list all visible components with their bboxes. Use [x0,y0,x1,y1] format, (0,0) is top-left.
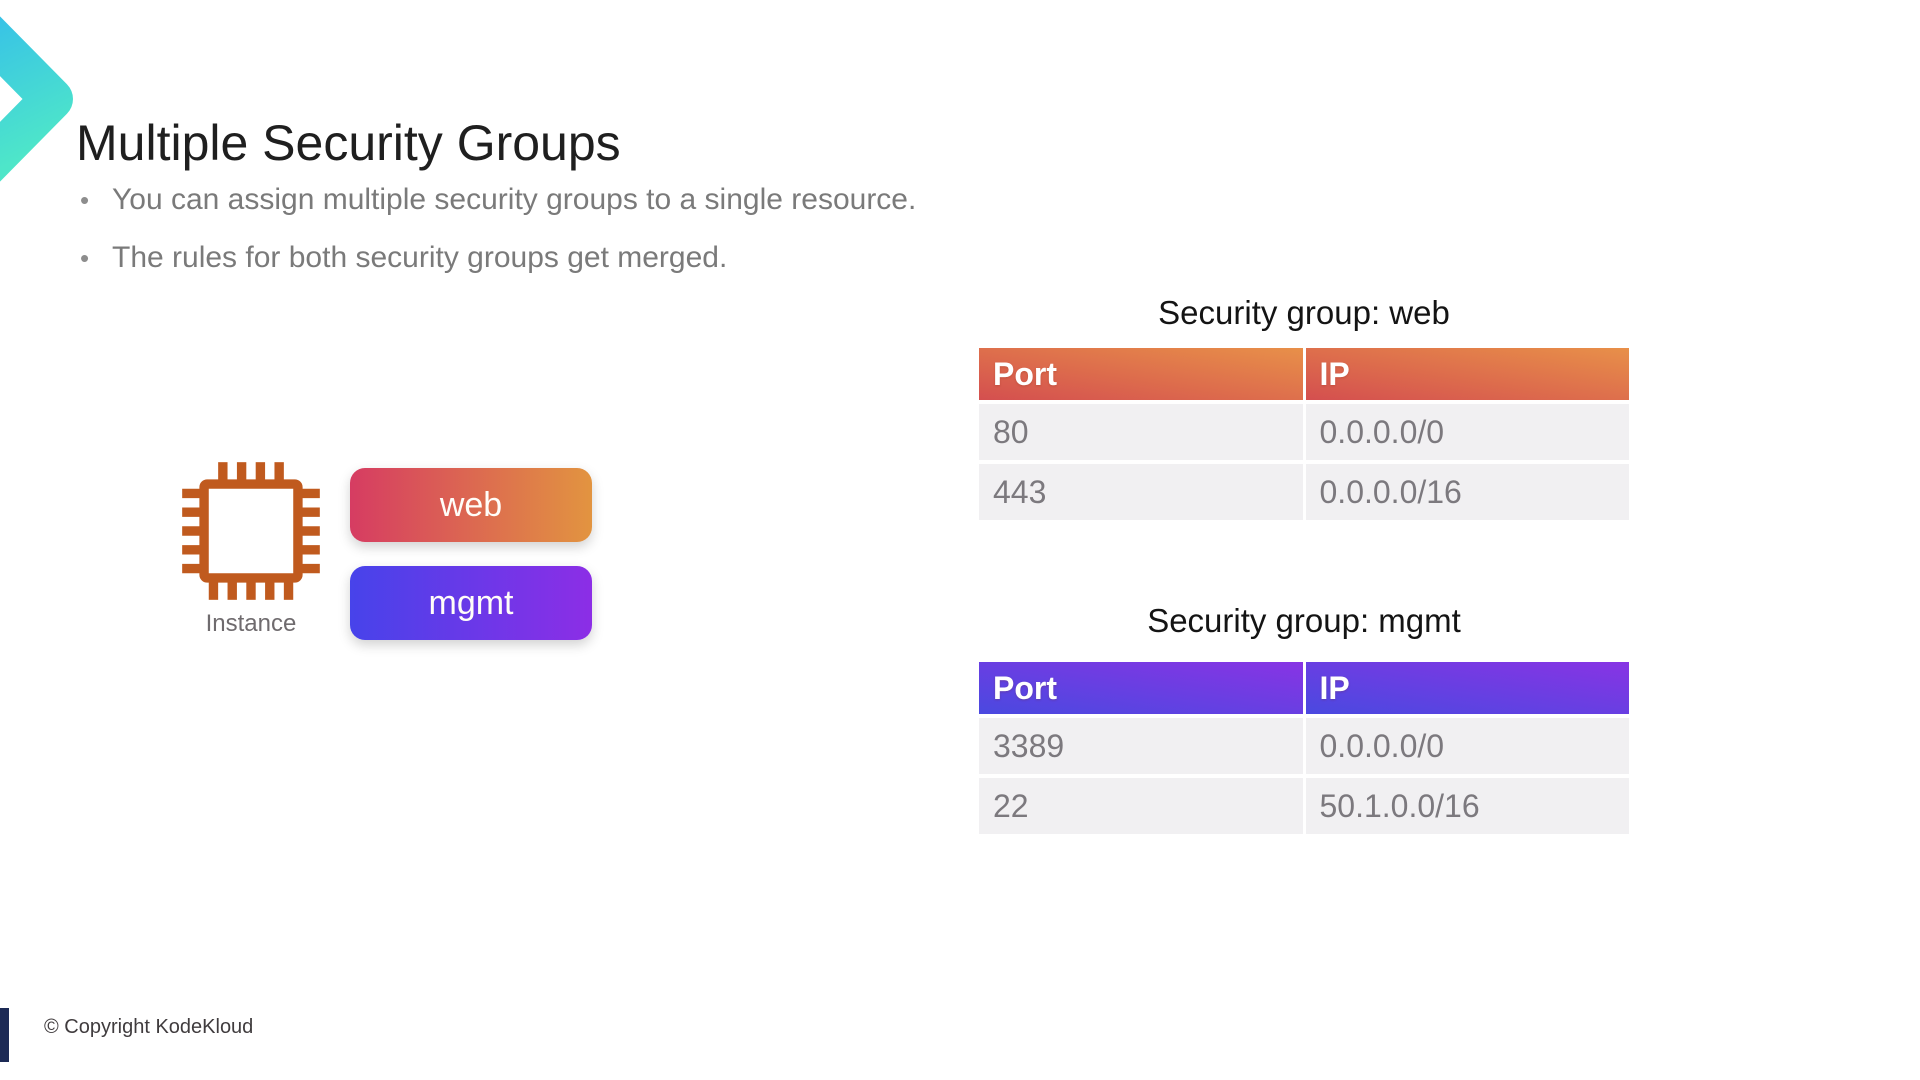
ip-cell: 0.0.0.0/0 [1305,404,1629,460]
table-row: 3389 0.0.0.0/0 [979,718,1629,774]
port-cell: 3389 [979,718,1303,774]
table-row: 443 0.0.0.0/16 [979,464,1629,520]
bullet-item: • You can assign multiple security group… [76,178,916,222]
port-cell: 22 [979,778,1303,834]
cpu-chip-icon [182,462,320,600]
bullet-list: • You can assign multiple security group… [76,178,916,294]
badge-label: mgmt [428,583,514,622]
table-row: 22 50.1.0.0/16 [979,778,1629,834]
security-group-table-web: Security group: web Port IP 80 0.0.0.0/0… [979,292,1629,524]
port-cell: 443 [979,464,1303,520]
table-row: 80 0.0.0.0/0 [979,404,1629,460]
ip-cell: 50.1.0.0/16 [1305,778,1629,834]
bullet-dot-icon: • [80,243,90,273]
copyright-text: © Copyright KodeKloud [44,1016,254,1038]
bullet-text: You can assign multiple security groups … [112,183,917,216]
table-header-row: Port IP [979,662,1629,714]
column-header-ip: IP [1305,662,1629,714]
security-group-badge-mgmt: mgmt [350,566,592,640]
page-title: Multiple Security Groups [76,114,621,171]
table: Port IP 3389 0.0.0.0/0 22 50.1.0.0/16 [979,662,1629,834]
bullet-text: The rules for both security groups get m… [112,241,728,274]
badge-label: web [439,485,503,524]
instance-label: Instance [205,610,297,637]
ip-cell: 0.0.0.0/16 [1305,464,1629,520]
table-title: Security group: mgmt [1147,602,1461,639]
security-group-badge-web: web [350,468,592,542]
security-group-table-mgmt: Security group: mgmt Port IP 3389 0.0.0.… [979,600,1629,838]
table: Port IP 80 0.0.0.0/0 443 0.0.0.0/16 [979,348,1629,520]
bullet-item: • The rules for both security groups get… [76,236,916,280]
column-header-ip: IP [1305,348,1629,400]
left-edge-accent-bar [0,1008,9,1062]
port-cell: 80 [979,404,1303,460]
table-title: Security group: web [1158,294,1450,331]
column-header-port: Port [979,348,1303,400]
table-header-row: Port IP [979,348,1629,400]
bullet-dot-icon: • [80,185,90,215]
kodekloud-chevron-icon [0,16,73,182]
ip-cell: 0.0.0.0/0 [1305,718,1629,774]
column-header-port: Port [979,662,1303,714]
